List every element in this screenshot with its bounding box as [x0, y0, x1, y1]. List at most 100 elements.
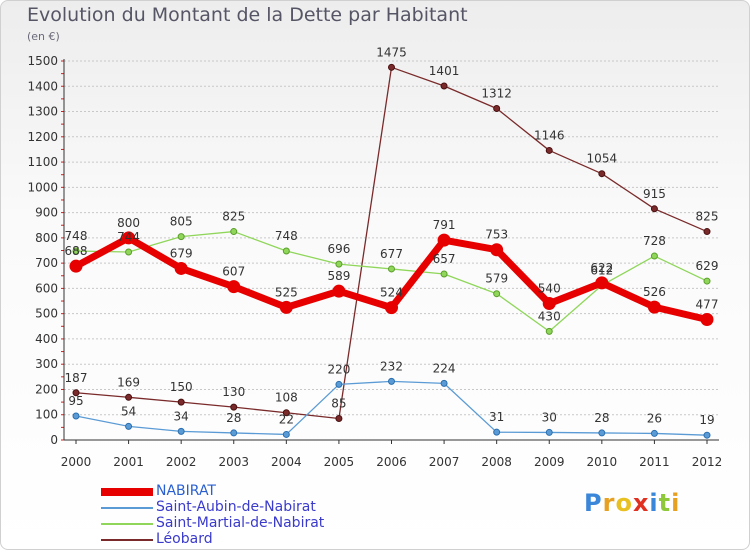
y-tick-label: 1400	[27, 79, 58, 93]
data-point	[388, 265, 395, 273]
data-label: 791	[433, 218, 456, 232]
data-point	[230, 429, 238, 437]
data-point	[542, 297, 556, 311]
x-tick-label: 2007	[429, 455, 460, 469]
legend-swatch	[101, 523, 153, 525]
legend-label: NABIRAT	[156, 483, 216, 499]
data-point	[279, 300, 293, 314]
data-label: 220	[327, 362, 350, 376]
data-label: 526	[643, 285, 666, 299]
data-point	[703, 277, 711, 285]
x-tick-label: 2010	[587, 455, 618, 469]
legend-swatch	[101, 539, 153, 541]
y-tick-label: 300	[35, 357, 58, 371]
data-label: 1054	[587, 152, 618, 166]
data-point	[282, 430, 290, 438]
logo-letter: i	[671, 489, 681, 517]
data-label: 679	[170, 246, 193, 260]
data-point	[595, 276, 609, 290]
x-tick-label: 2005	[324, 455, 355, 469]
data-point	[440, 82, 448, 90]
data-point	[650, 429, 658, 437]
data-label-layer: 187 169 150 130 108 85 1475 1401 1312 1146 1054 915…	[65, 45, 719, 427]
data-point	[69, 259, 83, 273]
data-point	[647, 300, 661, 314]
data-point	[72, 389, 80, 397]
data-point	[72, 247, 80, 255]
data-label: 22	[279, 412, 294, 426]
x-tick-label: 2000	[61, 455, 92, 469]
data-label: 748	[65, 229, 88, 243]
data-label: 28	[594, 411, 609, 425]
data-point	[703, 431, 711, 439]
y-tick-label: 400	[35, 332, 58, 346]
data-point	[227, 280, 241, 294]
data-label: 524	[380, 286, 403, 300]
data-point	[174, 261, 188, 275]
x-tick-label: 2004	[271, 455, 302, 469]
x-tick-label: 2003	[218, 455, 249, 469]
data-label: 825	[222, 210, 245, 224]
data-label: 696	[327, 242, 350, 256]
data-point	[493, 290, 501, 298]
legend-item: Saint-Aubin-de-Nabirat	[101, 499, 361, 516]
data-label: 688	[65, 244, 88, 258]
data-point	[125, 248, 133, 256]
data-point	[493, 428, 501, 436]
data-point	[122, 231, 136, 245]
data-point	[598, 429, 606, 437]
x-tick-label: 2012	[692, 455, 723, 469]
y-tick-label: 1000	[27, 180, 58, 194]
data-point	[230, 228, 238, 236]
data-label: 728	[643, 234, 666, 248]
data-label: 540	[538, 282, 561, 296]
data-label: 1475	[376, 45, 407, 59]
data-label: 54	[121, 404, 136, 418]
data-point	[545, 146, 553, 154]
data-point	[703, 228, 711, 236]
data-label: 579	[485, 272, 508, 286]
data-label: 28	[226, 411, 241, 425]
y-tick-label: 1500	[27, 54, 58, 68]
data-point	[177, 398, 185, 406]
logo-letter: t	[658, 489, 672, 517]
data-point	[332, 284, 346, 298]
data-point	[282, 409, 290, 417]
x-tick-label: 2009	[534, 455, 565, 469]
logo-letter: r	[602, 489, 616, 517]
y-tick-label: 900	[35, 206, 58, 220]
data-label: 1401	[429, 64, 460, 78]
data-point	[490, 243, 504, 257]
data-point	[388, 377, 395, 385]
data-point	[282, 247, 290, 255]
data-label: 657	[433, 252, 456, 266]
data-label: 612	[590, 263, 613, 277]
y-tick-label: 200	[35, 382, 58, 396]
data-point	[177, 427, 185, 435]
data-label: 169	[117, 375, 140, 389]
data-point	[335, 415, 343, 423]
data-label: 430	[538, 309, 561, 323]
x-tick-label: 2006	[376, 455, 407, 469]
legend-item: NABIRAT	[101, 483, 361, 500]
data-label: 108	[275, 391, 298, 405]
data-label: 31	[489, 410, 504, 424]
unit-label: (en €)	[27, 30, 60, 43]
series-layer	[69, 63, 714, 439]
data-point	[125, 393, 133, 401]
legend-item: Saint-Martial-de-Nabirat	[101, 515, 361, 532]
data-point	[440, 270, 448, 278]
data-label: 19	[699, 413, 714, 427]
data-label: 800	[117, 216, 140, 230]
legend-swatch	[101, 488, 153, 496]
data-label: 607	[222, 265, 245, 279]
logo-letter: x	[632, 489, 650, 517]
data-point	[700, 312, 714, 326]
y-tick-label: 1300	[27, 105, 58, 119]
legend: NABIRAT Saint-Aubin-de-Nabirat Saint-Marti…	[101, 483, 361, 548]
axis-layer: 0 100 200 300 400 500 600 700 800 900 1000 1100 1200…	[27, 54, 722, 469]
data-label: 30	[542, 410, 557, 424]
data-point	[650, 252, 658, 260]
